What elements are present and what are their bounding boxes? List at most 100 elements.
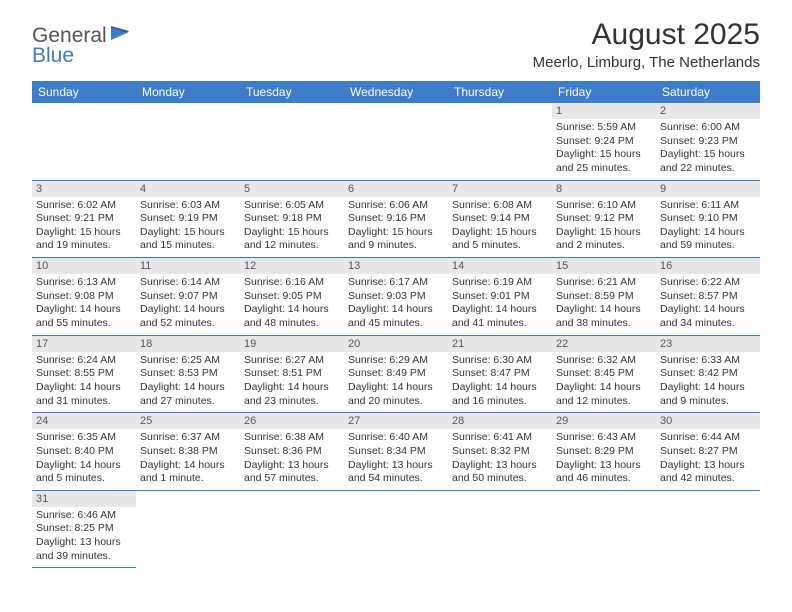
daylight-text: Daylight: 14 hours and 52 minutes. — [140, 303, 236, 330]
calendar-cell: 4Sunrise: 6:03 AMSunset: 9:19 PMDaylight… — [136, 180, 240, 258]
day-details: Sunrise: 6:03 AMSunset: 9:19 PMDaylight:… — [136, 197, 240, 258]
sunset-text: Sunset: 9:01 PM — [452, 290, 548, 304]
calendar-cell: 8Sunrise: 6:10 AMSunset: 9:12 PMDaylight… — [552, 180, 656, 258]
sunset-text: Sunset: 8:36 PM — [244, 445, 340, 459]
sunrise-text: Sunrise: 6:21 AM — [556, 276, 652, 290]
daylight-text: Daylight: 15 hours and 25 minutes. — [556, 148, 652, 175]
day-details: Sunrise: 6:00 AMSunset: 9:23 PMDaylight:… — [656, 119, 760, 180]
day-details: Sunrise: 6:14 AMSunset: 9:07 PMDaylight:… — [136, 274, 240, 335]
day-number: 9 — [656, 181, 760, 197]
calendar-cell: 2Sunrise: 6:00 AMSunset: 9:23 PMDaylight… — [656, 103, 760, 180]
day-number: 15 — [552, 258, 656, 274]
day-number: 12 — [240, 258, 344, 274]
day-details: Sunrise: 6:44 AMSunset: 8:27 PMDaylight:… — [656, 429, 760, 490]
day-details: Sunrise: 6:30 AMSunset: 8:47 PMDaylight:… — [448, 352, 552, 413]
sunrise-text: Sunrise: 6:03 AM — [140, 199, 236, 213]
weekday-header: Friday — [552, 81, 656, 103]
calendar-cell — [656, 490, 760, 568]
sunset-text: Sunset: 8:29 PM — [556, 445, 652, 459]
sunrise-text: Sunrise: 6:24 AM — [36, 354, 132, 368]
day-details: Sunrise: 6:37 AMSunset: 8:38 PMDaylight:… — [136, 429, 240, 490]
calendar-cell: 26Sunrise: 6:38 AMSunset: 8:36 PMDayligh… — [240, 413, 344, 491]
day-details: Sunrise: 6:05 AMSunset: 9:18 PMDaylight:… — [240, 197, 344, 258]
weekday-header-row: SundayMondayTuesdayWednesdayThursdayFrid… — [32, 81, 760, 103]
calendar-cell: 13Sunrise: 6:17 AMSunset: 9:03 PMDayligh… — [344, 258, 448, 336]
calendar-cell: 3Sunrise: 6:02 AMSunset: 9:21 PMDaylight… — [32, 180, 136, 258]
calendar-cell: 28Sunrise: 6:41 AMSunset: 8:32 PMDayligh… — [448, 413, 552, 491]
sunrise-text: Sunrise: 6:41 AM — [452, 431, 548, 445]
day-details: Sunrise: 6:43 AMSunset: 8:29 PMDaylight:… — [552, 429, 656, 490]
daylight-text: Daylight: 15 hours and 22 minutes. — [660, 148, 756, 175]
calendar-cell: 22Sunrise: 6:32 AMSunset: 8:45 PMDayligh… — [552, 335, 656, 413]
daylight-text: Daylight: 15 hours and 5 minutes. — [452, 226, 548, 253]
calendar-cell — [136, 103, 240, 180]
day-number: 23 — [656, 336, 760, 352]
sunrise-text: Sunrise: 6:27 AM — [244, 354, 340, 368]
sunrise-text: Sunrise: 6:37 AM — [140, 431, 236, 445]
daylight-text: Daylight: 13 hours and 46 minutes. — [556, 459, 652, 486]
daylight-text: Daylight: 14 hours and 1 minute. — [140, 459, 236, 486]
daylight-text: Daylight: 14 hours and 45 minutes. — [348, 303, 444, 330]
calendar-cell — [32, 103, 136, 180]
calendar-row: 24Sunrise: 6:35 AMSunset: 8:40 PMDayligh… — [32, 413, 760, 491]
weekday-header: Sunday — [32, 81, 136, 103]
sunset-text: Sunset: 8:45 PM — [556, 367, 652, 381]
sunrise-text: Sunrise: 6:30 AM — [452, 354, 548, 368]
calendar-cell — [552, 490, 656, 568]
sunrise-text: Sunrise: 6:05 AM — [244, 199, 340, 213]
sunset-text: Sunset: 9:05 PM — [244, 290, 340, 304]
calendar-cell — [344, 103, 448, 180]
calendar-cell: 18Sunrise: 6:25 AMSunset: 8:53 PMDayligh… — [136, 335, 240, 413]
daylight-text: Daylight: 14 hours and 55 minutes. — [36, 303, 132, 330]
daylight-text: Daylight: 14 hours and 23 minutes. — [244, 381, 340, 408]
sunrise-text: Sunrise: 6:17 AM — [348, 276, 444, 290]
calendar-cell: 19Sunrise: 6:27 AMSunset: 8:51 PMDayligh… — [240, 335, 344, 413]
day-number: 26 — [240, 413, 344, 429]
location: Meerlo, Limburg, The Netherlands — [533, 54, 760, 71]
sunset-text: Sunset: 9:07 PM — [140, 290, 236, 304]
calendar-cell: 30Sunrise: 6:44 AMSunset: 8:27 PMDayligh… — [656, 413, 760, 491]
calendar-row: 3Sunrise: 6:02 AMSunset: 9:21 PMDaylight… — [32, 180, 760, 258]
day-number: 17 — [32, 336, 136, 352]
sunset-text: Sunset: 9:18 PM — [244, 212, 340, 226]
calendar-cell — [136, 490, 240, 568]
day-number: 2 — [656, 103, 760, 119]
day-details: Sunrise: 6:06 AMSunset: 9:16 PMDaylight:… — [344, 197, 448, 258]
sunset-text: Sunset: 9:21 PM — [36, 212, 132, 226]
sunrise-text: Sunrise: 6:06 AM — [348, 199, 444, 213]
calendar-body: 1Sunrise: 5:59 AMSunset: 9:24 PMDaylight… — [32, 103, 760, 568]
calendar-cell: 17Sunrise: 6:24 AMSunset: 8:55 PMDayligh… — [32, 335, 136, 413]
day-details: Sunrise: 5:59 AMSunset: 9:24 PMDaylight:… — [552, 119, 656, 180]
daylight-text: Daylight: 14 hours and 48 minutes. — [244, 303, 340, 330]
sunset-text: Sunset: 8:34 PM — [348, 445, 444, 459]
logo-text-blue: Blue — [32, 44, 74, 67]
day-details: Sunrise: 6:46 AMSunset: 8:25 PMDaylight:… — [32, 507, 136, 568]
calendar-cell: 23Sunrise: 6:33 AMSunset: 8:42 PMDayligh… — [656, 335, 760, 413]
calendar-row: 17Sunrise: 6:24 AMSunset: 8:55 PMDayligh… — [32, 335, 760, 413]
day-details: Sunrise: 6:08 AMSunset: 9:14 PMDaylight:… — [448, 197, 552, 258]
day-details: Sunrise: 6:40 AMSunset: 8:34 PMDaylight:… — [344, 429, 448, 490]
daylight-text: Daylight: 15 hours and 12 minutes. — [244, 226, 340, 253]
calendar-cell: 6Sunrise: 6:06 AMSunset: 9:16 PMDaylight… — [344, 180, 448, 258]
day-number: 24 — [32, 413, 136, 429]
day-details: Sunrise: 6:17 AMSunset: 9:03 PMDaylight:… — [344, 274, 448, 335]
day-details: Sunrise: 6:13 AMSunset: 9:08 PMDaylight:… — [32, 274, 136, 335]
sunset-text: Sunset: 8:25 PM — [36, 522, 132, 536]
day-details: Sunrise: 6:25 AMSunset: 8:53 PMDaylight:… — [136, 352, 240, 413]
day-details: Sunrise: 6:11 AMSunset: 9:10 PMDaylight:… — [656, 197, 760, 258]
calendar-cell — [448, 103, 552, 180]
day-details: Sunrise: 6:32 AMSunset: 8:45 PMDaylight:… — [552, 352, 656, 413]
calendar-cell: 20Sunrise: 6:29 AMSunset: 8:49 PMDayligh… — [344, 335, 448, 413]
calendar-cell: 10Sunrise: 6:13 AMSunset: 9:08 PMDayligh… — [32, 258, 136, 336]
sunset-text: Sunset: 8:27 PM — [660, 445, 756, 459]
day-number: 22 — [552, 336, 656, 352]
calendar-row: 31Sunrise: 6:46 AMSunset: 8:25 PMDayligh… — [32, 490, 760, 568]
calendar-row: 10Sunrise: 6:13 AMSunset: 9:08 PMDayligh… — [32, 258, 760, 336]
sunrise-text: Sunrise: 6:14 AM — [140, 276, 236, 290]
weekday-header: Saturday — [656, 81, 760, 103]
day-number: 10 — [32, 258, 136, 274]
calendar-cell — [240, 103, 344, 180]
flag-icon — [111, 26, 133, 47]
sunrise-text: Sunrise: 6:00 AM — [660, 121, 756, 135]
day-number: 25 — [136, 413, 240, 429]
